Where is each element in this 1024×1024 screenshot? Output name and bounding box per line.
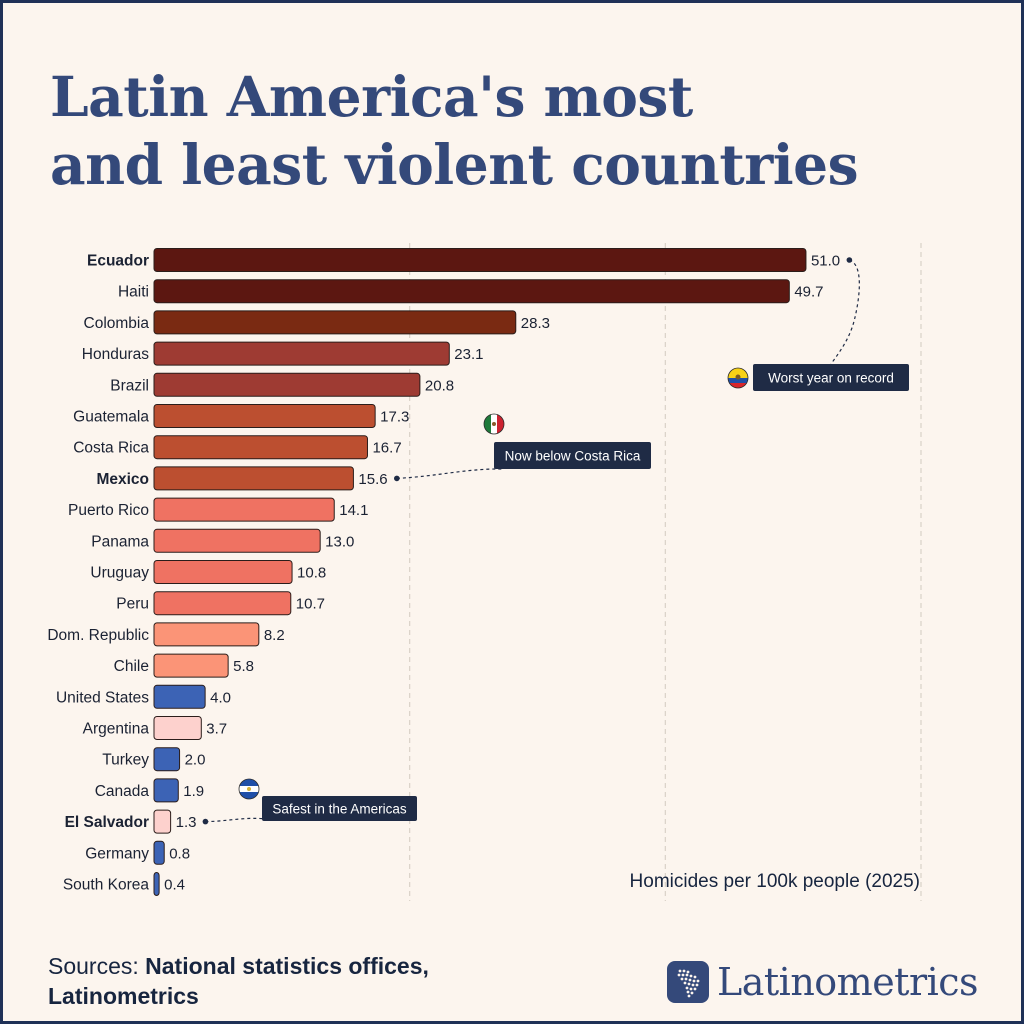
value-label-haiti: 49.7 [794, 284, 823, 301]
value-label-puerto-rico: 14.1 [339, 502, 368, 519]
sources-prefix: Sources: [48, 953, 139, 979]
category-label-costa-rica: Costa Rica [73, 440, 149, 457]
annotation-connector-mexico [396, 468, 503, 479]
value-label-brazil: 20.8 [425, 377, 454, 394]
category-label-south-korea: South Korea [63, 877, 150, 894]
latinometrics-logo-icon [667, 961, 709, 1003]
value-label-argentina: 3.7 [206, 721, 227, 738]
value-label-peru: 10.7 [296, 596, 325, 613]
bar-south-korea [153, 872, 160, 896]
chart-title: Latin America's most and least violent c… [50, 63, 859, 199]
bar-puerto-rico [153, 497, 335, 522]
bar-argentina [153, 716, 202, 740]
annotation-connector-ecuador [830, 259, 860, 365]
value-label-costa-rica: 16.7 [372, 440, 401, 457]
chart-title-line-2: and least violent countries [50, 132, 859, 197]
bar-guatemala [153, 404, 376, 428]
bar-honduras [153, 341, 450, 366]
value-label-panama: 13.0 [325, 533, 354, 550]
bar-chile [153, 653, 229, 678]
chart-title-line-1: Latin America's most [50, 64, 693, 129]
bar-colombia [153, 310, 517, 335]
brand-name: Latinometrics [717, 960, 979, 1004]
annotation-dot-mexico [394, 475, 400, 482]
annotation-dot-el-salvador [202, 818, 209, 825]
category-label-panama: Panama [91, 533, 149, 550]
value-label-guatemala: 17.3 [380, 409, 409, 426]
bar-turkey [153, 747, 181, 772]
value-label-canada: 1.9 [183, 783, 204, 800]
sources-line-2: Latinometrics [48, 981, 429, 1011]
mexico-flag-icon [483, 413, 505, 435]
sources-text-line-2: Latinometrics [48, 983, 199, 1009]
value-label-south-korea: 0.4 [164, 877, 185, 894]
category-label-haiti: Haiti [118, 284, 149, 301]
value-label-germany: 0.8 [169, 845, 190, 862]
sources-note: Sources: National statistics offices, La… [48, 951, 429, 1011]
category-label-uruguay: Uruguay [90, 565, 149, 582]
category-label-ecuador: Ecuador [87, 253, 149, 270]
bar-uruguay [153, 560, 293, 584]
category-label-guatemala: Guatemala [73, 409, 149, 426]
value-label-turkey: 2.0 [185, 752, 206, 769]
annotation-text-ecuador: Worst year on record [768, 371, 894, 386]
bar-chart: Ecuador 51.0 Haiti 49.7 Colombia 28.3 Honduras… [47, 243, 922, 901]
bar-united-states [153, 684, 206, 709]
annotation-dot-ecuador [846, 257, 853, 263]
category-label-turkey: Turkey [102, 752, 149, 769]
sources-text-line-1: National statistics offices, [145, 953, 429, 979]
category-label-peru: Peru [116, 596, 149, 613]
unit-label: Homicides per 100k people (2025) [630, 871, 920, 892]
bar-dom-republic [153, 622, 260, 647]
bar-germany [153, 840, 165, 865]
category-label-el-salvador: El Salvador [65, 814, 149, 831]
value-label-chile: 5.8 [233, 658, 254, 675]
bar-panama [153, 528, 321, 553]
annotation-box-ecuador [753, 364, 909, 391]
value-label-mexico: 15.6 [358, 471, 387, 488]
category-label-mexico: Mexico [96, 471, 149, 488]
value-label-ecuador: 51.0 [811, 253, 840, 270]
category-label-united-states: United States [56, 689, 149, 706]
annotation-box-mexico [494, 442, 651, 469]
category-label-germany: Germany [85, 845, 149, 862]
bar-peru [153, 591, 292, 616]
category-label-colombia: Colombia [84, 315, 150, 332]
value-label-dom-republic: 8.2 [264, 627, 285, 644]
chart-card: Latin America's most and least violent c… [3, 3, 1021, 1021]
annotation-text-mexico: Now below Costa Rica [505, 449, 641, 464]
bar-ecuador [153, 248, 807, 272]
bar-brazil [153, 372, 421, 397]
bar-canada [153, 778, 179, 803]
value-label-honduras: 23.1 [454, 346, 483, 363]
el-salvador-flag-icon [238, 778, 260, 800]
category-label-brazil: Brazil [110, 377, 149, 394]
category-label-canada: Canada [95, 783, 150, 800]
value-label-uruguay: 10.8 [297, 565, 326, 582]
annotation-connector-el-salvador [205, 817, 267, 823]
category-label-argentina: Argentina [83, 721, 150, 738]
value-label-united-states: 4.0 [210, 689, 231, 706]
sources-line-1: Sources: National statistics offices, [48, 951, 429, 981]
category-label-honduras: Honduras [82, 346, 149, 363]
value-label-colombia: 28.3 [521, 315, 550, 332]
category-label-chile: Chile [114, 658, 149, 675]
annotation-box-el-salvador [262, 796, 417, 821]
annotation-text-el-salvador: Safest in the Americas [272, 802, 407, 817]
bar-el-salvador [153, 809, 172, 834]
bar-costa-rica [153, 435, 368, 460]
category-label-dom-republic: Dom. Republic [47, 627, 149, 644]
value-label-el-salvador: 1.3 [176, 814, 197, 831]
bar-mexico [153, 466, 354, 491]
ecuador-flag-icon [727, 367, 749, 389]
category-label-puerto-rico: Puerto Rico [68, 502, 149, 519]
bar-haiti [153, 279, 790, 304]
